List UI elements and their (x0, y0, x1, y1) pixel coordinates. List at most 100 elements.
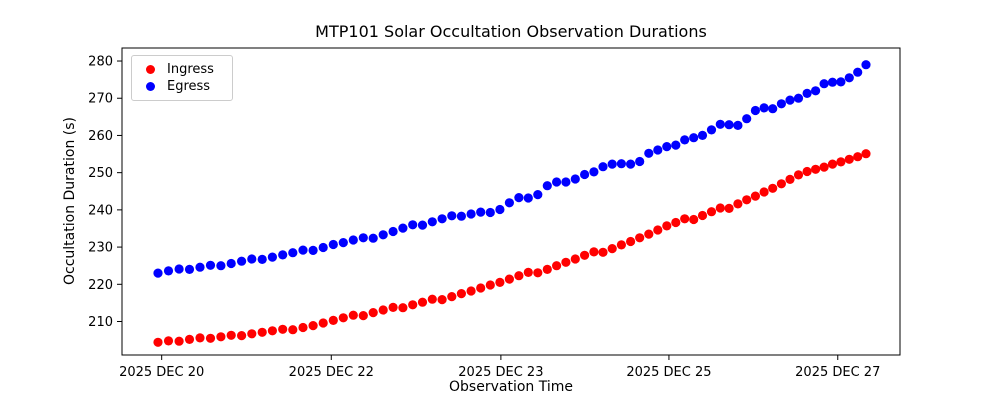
scatter-point-egress (184, 264, 195, 274)
scatter-point-ingress (476, 283, 486, 293)
scatter-point-ingress (844, 154, 854, 164)
scatter-point-egress (853, 67, 863, 77)
scatter-point-ingress (318, 318, 328, 328)
scatter-point-egress (697, 130, 708, 140)
scatter-point-egress (689, 133, 699, 143)
scatter-point-ingress (398, 303, 408, 313)
scatter-point-egress (733, 120, 743, 130)
scatter-point-ingress (358, 311, 368, 321)
egress-marker-icon (146, 82, 155, 91)
scatter-point-egress (495, 204, 505, 215)
scatter-point-egress (598, 162, 608, 172)
y-tick-label: 280 (88, 55, 113, 70)
scatter-point-ingress (267, 326, 277, 336)
scatter-point-ingress (514, 271, 524, 281)
scatter-point-ingress (533, 268, 543, 278)
scatter-point-egress (580, 169, 590, 180)
x-tick-label: 2025 DEC 27 (795, 365, 880, 380)
scatter-point-ingress (278, 324, 288, 334)
scatter-point-ingress (237, 331, 247, 341)
x-tick-label: 2025 DEC 25 (626, 365, 711, 380)
scatter-point-ingress (598, 247, 608, 257)
y-tick-label: 260 (88, 129, 113, 144)
scatter-point-egress (163, 266, 174, 276)
scatter-point-ingress (495, 277, 505, 287)
scatter-point-egress (671, 140, 681, 150)
scatter-point-egress (759, 103, 769, 113)
chart-title: MTP101 Solar Occultation Observation Dur… (315, 22, 707, 41)
scatter-point-egress (447, 211, 457, 221)
scatter-point-ingress (552, 261, 562, 271)
scatter-point-ingress (733, 199, 743, 209)
scatter-point-ingress (308, 321, 318, 331)
scatter-point-egress (216, 261, 226, 271)
scatter-point-egress (398, 223, 408, 233)
y-tick-label: 240 (88, 203, 113, 218)
scatter-point-egress (802, 88, 812, 98)
scatter-point-egress (378, 230, 388, 240)
legend-item-egress: Egress (141, 80, 224, 93)
scatter-point-egress (348, 235, 358, 245)
scatter-point-ingress (589, 247, 599, 257)
scatter-point-egress (308, 245, 318, 255)
scatter-point-egress (653, 145, 663, 155)
scatter-point-ingress (793, 170, 804, 180)
scatter-point-egress (827, 77, 838, 87)
scatter-point-ingress (328, 315, 338, 325)
scatter-point-ingress (715, 203, 725, 213)
scatter-point-ingress (644, 229, 654, 239)
scatter-point-egress (205, 260, 216, 270)
scatter-point-ingress (298, 322, 308, 333)
legend-item-ingress: Ingress (141, 63, 224, 76)
scatter-point-egress (318, 242, 328, 253)
x-tick-label: 2025 DEC 22 (289, 365, 374, 380)
scatter-point-egress (485, 207, 495, 218)
scatter-point-egress (776, 99, 787, 109)
scatter-point-egress (680, 135, 690, 145)
scatter-point-egress (750, 105, 761, 116)
scatter-point-egress (288, 248, 298, 258)
scatter-point-egress (504, 198, 514, 208)
scatter-point-ingress (288, 325, 298, 335)
scatter-point-ingress (205, 333, 216, 343)
scatter-point-egress (819, 79, 829, 89)
scatter-point-egress (811, 86, 821, 96)
scatter-point-egress (542, 181, 552, 191)
scatter-point-egress (153, 268, 163, 278)
scatter-point-egress (466, 209, 476, 219)
scatter-point-ingress (662, 221, 672, 231)
scatter-point-ingress (827, 159, 838, 169)
scatter-point-ingress (742, 195, 752, 205)
x-axis-label: Observation Time (449, 379, 573, 395)
scatter-point-egress (257, 254, 267, 264)
scatter-point-ingress (724, 203, 734, 213)
scatter-point-ingress (226, 330, 236, 340)
scatter-point-ingress (174, 336, 184, 346)
scatter-point-egress (533, 190, 543, 200)
scatter-point-ingress (759, 187, 769, 197)
scatter-point-ingress (776, 179, 787, 189)
scatter-point-ingress (653, 225, 663, 235)
scatter-point-egress (358, 233, 368, 243)
scatter-point-ingress (417, 297, 428, 307)
scatter-point-ingress (195, 333, 205, 343)
scatter-point-ingress (706, 207, 717, 217)
scatter-point-egress (388, 226, 398, 237)
scatter-point-egress (644, 148, 654, 158)
scatter-point-egress (836, 77, 846, 87)
x-tick-label: 2025 DEC 20 (119, 365, 204, 380)
scatter-point-ingress (378, 305, 388, 315)
scatter-point-ingress (163, 336, 174, 346)
scatter-point-egress (561, 177, 571, 187)
x-tick-label: 2025 DEC 23 (458, 365, 543, 380)
scatter-point-ingress (466, 286, 476, 296)
scatter-point-egress (437, 214, 447, 224)
scatter-point-egress (724, 120, 734, 130)
y-tick-label: 250 (88, 166, 113, 181)
y-axis-label: Occultation Duration (s) (62, 117, 78, 285)
y-tick-label: 210 (88, 315, 113, 330)
scatter-point-egress (635, 156, 645, 167)
scatter-point-ingress (523, 267, 533, 277)
scatter-point-ingress (153, 337, 163, 347)
